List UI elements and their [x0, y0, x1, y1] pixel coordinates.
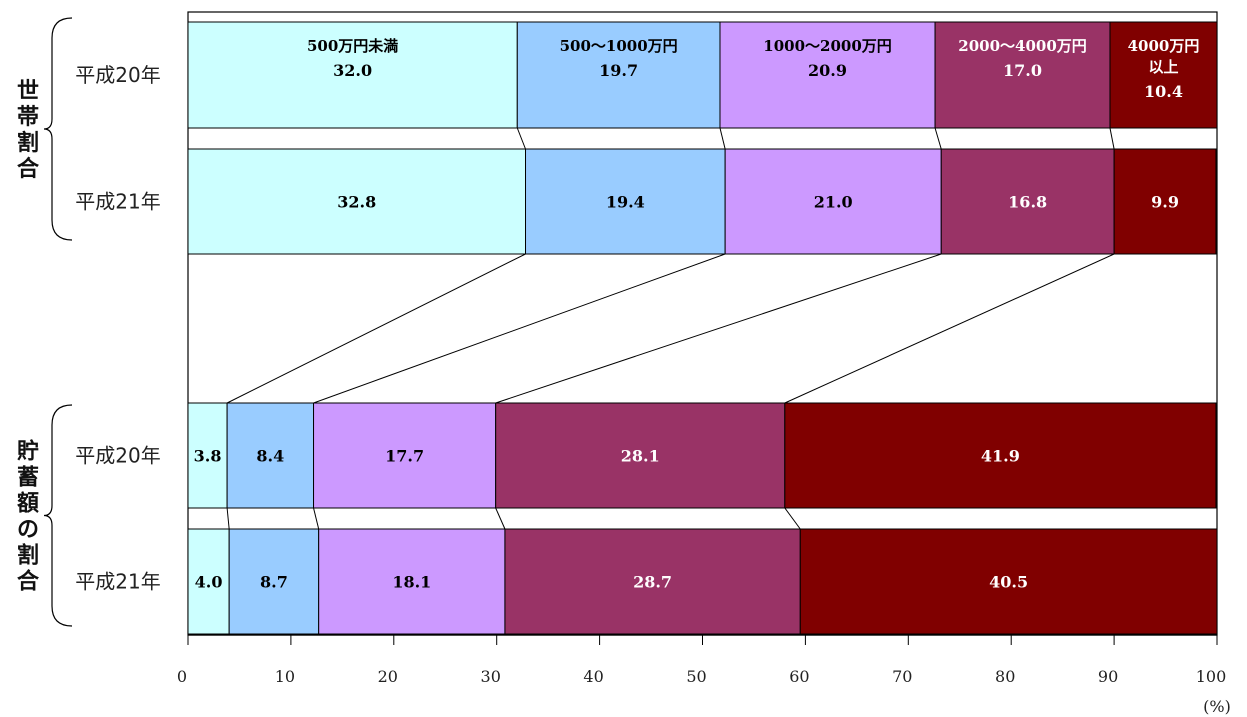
bar-segment [226, 402, 315, 509]
bar-segment [228, 528, 320, 635]
bar-segment [187, 21, 518, 129]
bar-segment [940, 148, 1115, 255]
data-label: 18.1 [392, 573, 431, 592]
bar-segment [516, 21, 721, 129]
data-label: 28.1 [621, 447, 660, 466]
x-tick-label: 20 [378, 667, 398, 686]
data-label: 28.7 [633, 573, 672, 592]
bar-segment [724, 148, 942, 255]
data-label: 32.8 [337, 193, 376, 212]
data-label: 19.4 [606, 193, 645, 212]
data-label: 19.7 [599, 61, 638, 80]
category-label: 2000～4000万円 [958, 37, 1087, 55]
bar-segment [495, 402, 786, 509]
data-label: 3.8 [194, 447, 222, 466]
connector-line [226, 253, 526, 404]
category-label: 以上 [1148, 58, 1178, 76]
category-label: 1000～2000万円 [763, 37, 892, 55]
data-label: 10.4 [1144, 82, 1183, 101]
data-label: 8.4 [256, 447, 284, 466]
x-tick-label: 60 [789, 667, 809, 686]
connector-line [495, 253, 942, 404]
bar-segment [187, 528, 230, 635]
data-label: 40.5 [989, 573, 1028, 592]
connector-line [934, 127, 942, 150]
connector-line [226, 507, 230, 530]
data-label: 17.7 [385, 447, 424, 466]
connector-line [516, 127, 526, 150]
connector-line [1109, 127, 1115, 150]
bar-segment [784, 402, 1217, 509]
bar-segment [1109, 21, 1218, 129]
connector-line [313, 253, 726, 404]
bars: 500万円未満 32.0 500～1000万円 19.7 1000～2000万円 20.9… [187, 21, 1218, 635]
x-tick-label: 90 [1098, 667, 1118, 686]
data-label: 20.9 [808, 61, 847, 80]
category-label: 4000万円 [1128, 37, 1200, 55]
x-tick-label: 0 [177, 667, 187, 686]
data-label: 16.8 [1008, 193, 1047, 212]
group-label: 貯蓄額の割合 [17, 439, 40, 595]
unit-label: (%) [1203, 697, 1231, 716]
bar-segment [318, 528, 506, 635]
data-label: 8.7 [260, 573, 288, 592]
data-label: 9.9 [1151, 193, 1179, 212]
x-axis-ticks: 0 10 20 30 40 50 60 70 80 90 100 [177, 635, 1226, 686]
data-label: 17.0 [1003, 61, 1042, 80]
bar-segment [187, 148, 527, 255]
bar-segment [719, 21, 936, 129]
x-tick-label: 30 [481, 667, 501, 686]
bar-segment [1113, 148, 1217, 255]
bar-segment [313, 402, 497, 509]
connector-line [495, 507, 506, 530]
connector-line [784, 253, 1115, 404]
data-label: 41.9 [981, 447, 1020, 466]
x-tick-label: 100 [1196, 667, 1227, 686]
group-brace [43, 17, 73, 241]
row-label: 平成20年 [75, 444, 160, 468]
data-label: 32.0 [333, 61, 372, 80]
x-tick-label: 50 [686, 667, 706, 686]
category-label: 500万円未満 [307, 37, 398, 55]
bar-segment [525, 148, 726, 255]
x-tick-label: 40 [583, 667, 603, 686]
data-label: 4.0 [195, 573, 223, 592]
data-label: 21.0 [814, 193, 853, 212]
connector-line [784, 507, 801, 530]
x-tick-label: 80 [995, 667, 1015, 686]
row-label: 平成21年 [75, 190, 160, 214]
category-label: 500～1000万円 [560, 37, 678, 55]
group-label: 世帯割合 [17, 79, 40, 182]
group-brace [43, 404, 73, 627]
connector-line [719, 127, 726, 150]
bar-segment [934, 21, 1111, 129]
connector-line [313, 507, 320, 530]
connector-lines [226, 127, 1115, 530]
x-tick-label: 70 [892, 667, 912, 686]
x-tick-label: 10 [275, 667, 295, 686]
row-label: 平成21年 [75, 570, 160, 594]
row-label: 平成20年 [75, 63, 160, 87]
bar-segment [187, 402, 228, 509]
bar-segment [799, 528, 1218, 635]
